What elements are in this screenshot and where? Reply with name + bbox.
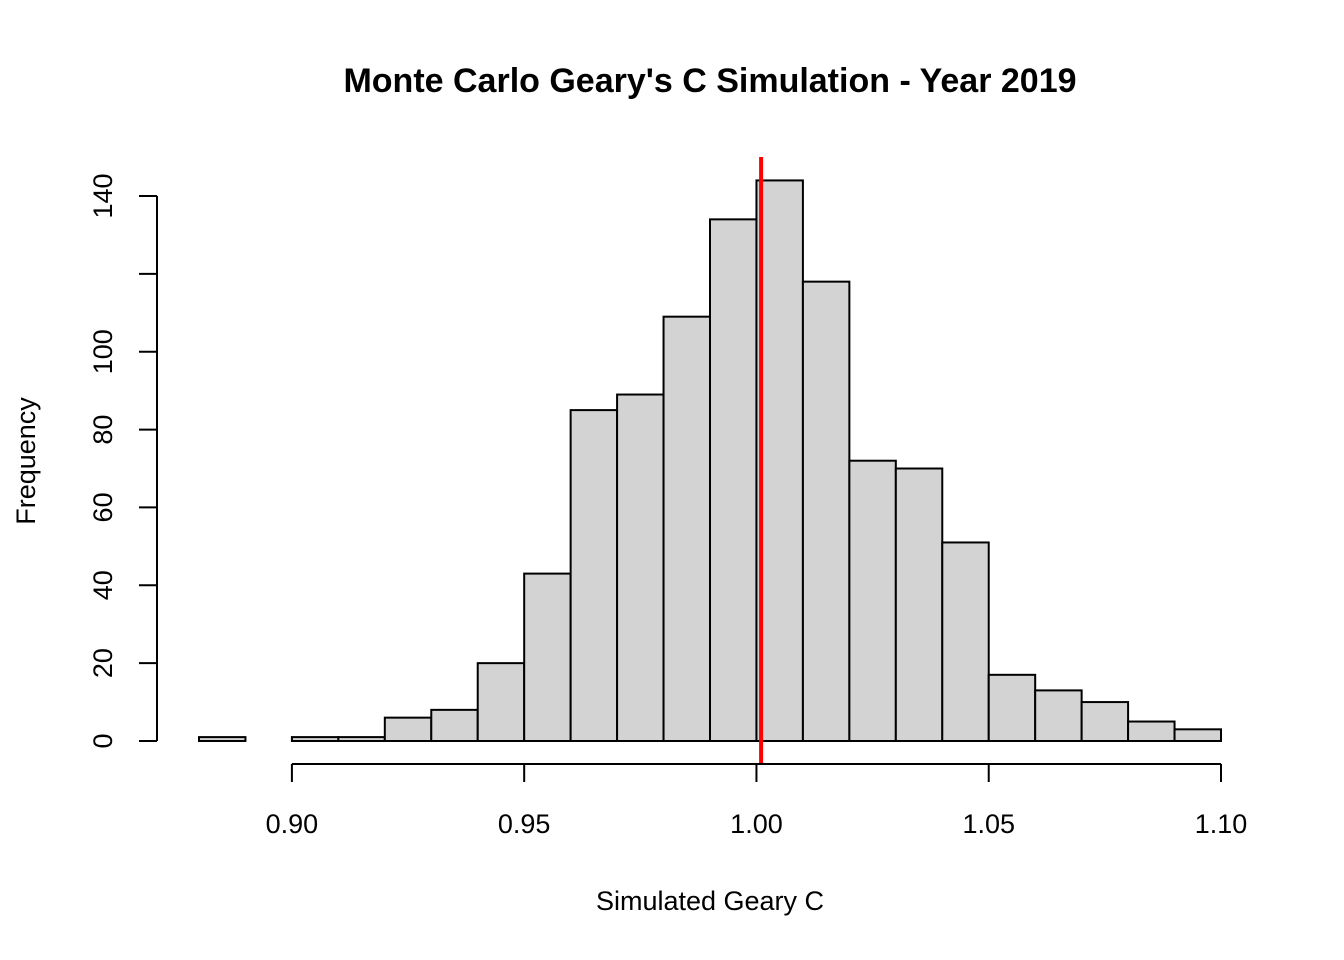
y-axis-label: Frequency: [11, 397, 41, 525]
histogram-bar: [383, 716, 433, 743]
y-tick-label: 60: [88, 492, 118, 522]
y-tick-label: 40: [88, 570, 118, 600]
histogram-bar: [1034, 689, 1083, 743]
histogram-bar: [848, 459, 897, 742]
y-tick-label: 100: [88, 329, 118, 374]
histogram-bar: [337, 736, 386, 742]
y-tick-label: 80: [88, 415, 118, 445]
histogram-bar: [476, 662, 526, 743]
histogram-bar: [662, 315, 712, 742]
x-axis: 0.90 0.95 1.00 1.05 1.10: [266, 763, 1248, 839]
histogram-bar: [1173, 728, 1222, 742]
chart-title: Monte Carlo Geary's C Simulation - Year …: [343, 62, 1076, 100]
histogram-bar: [987, 673, 1037, 742]
histogram-bar: [1127, 720, 1176, 742]
x-tick-label: 1.05: [962, 809, 1015, 839]
histogram-bar: [616, 393, 665, 742]
y-tick-label: 0: [88, 733, 118, 748]
histogram-bar: [198, 736, 247, 742]
histogram-bar: [941, 541, 990, 743]
y-axis: 0 20 40 60 80 100 140: [88, 173, 158, 749]
histogram-bar: [430, 708, 479, 742]
y-tick-label: 140: [88, 173, 118, 218]
bars-group: [198, 179, 1222, 743]
x-tick-label: 1.10: [1195, 809, 1248, 839]
x-axis-label: Simulated Geary C: [596, 886, 824, 916]
histogram-bar: [290, 736, 340, 742]
histogram-bar: [569, 409, 619, 742]
histogram-bar: [1080, 701, 1130, 742]
y-tick-label: 20: [88, 648, 118, 678]
x-tick-label: 0.95: [498, 809, 551, 839]
histogram-bar: [894, 467, 944, 742]
histogram-bar: [801, 280, 851, 742]
histogram-bar: [709, 218, 758, 743]
x-tick-label: 0.90: [266, 809, 319, 839]
x-tick-label: 1.00: [730, 809, 783, 839]
histogram-bar: [755, 179, 804, 742]
histogram-bar: [523, 572, 572, 742]
